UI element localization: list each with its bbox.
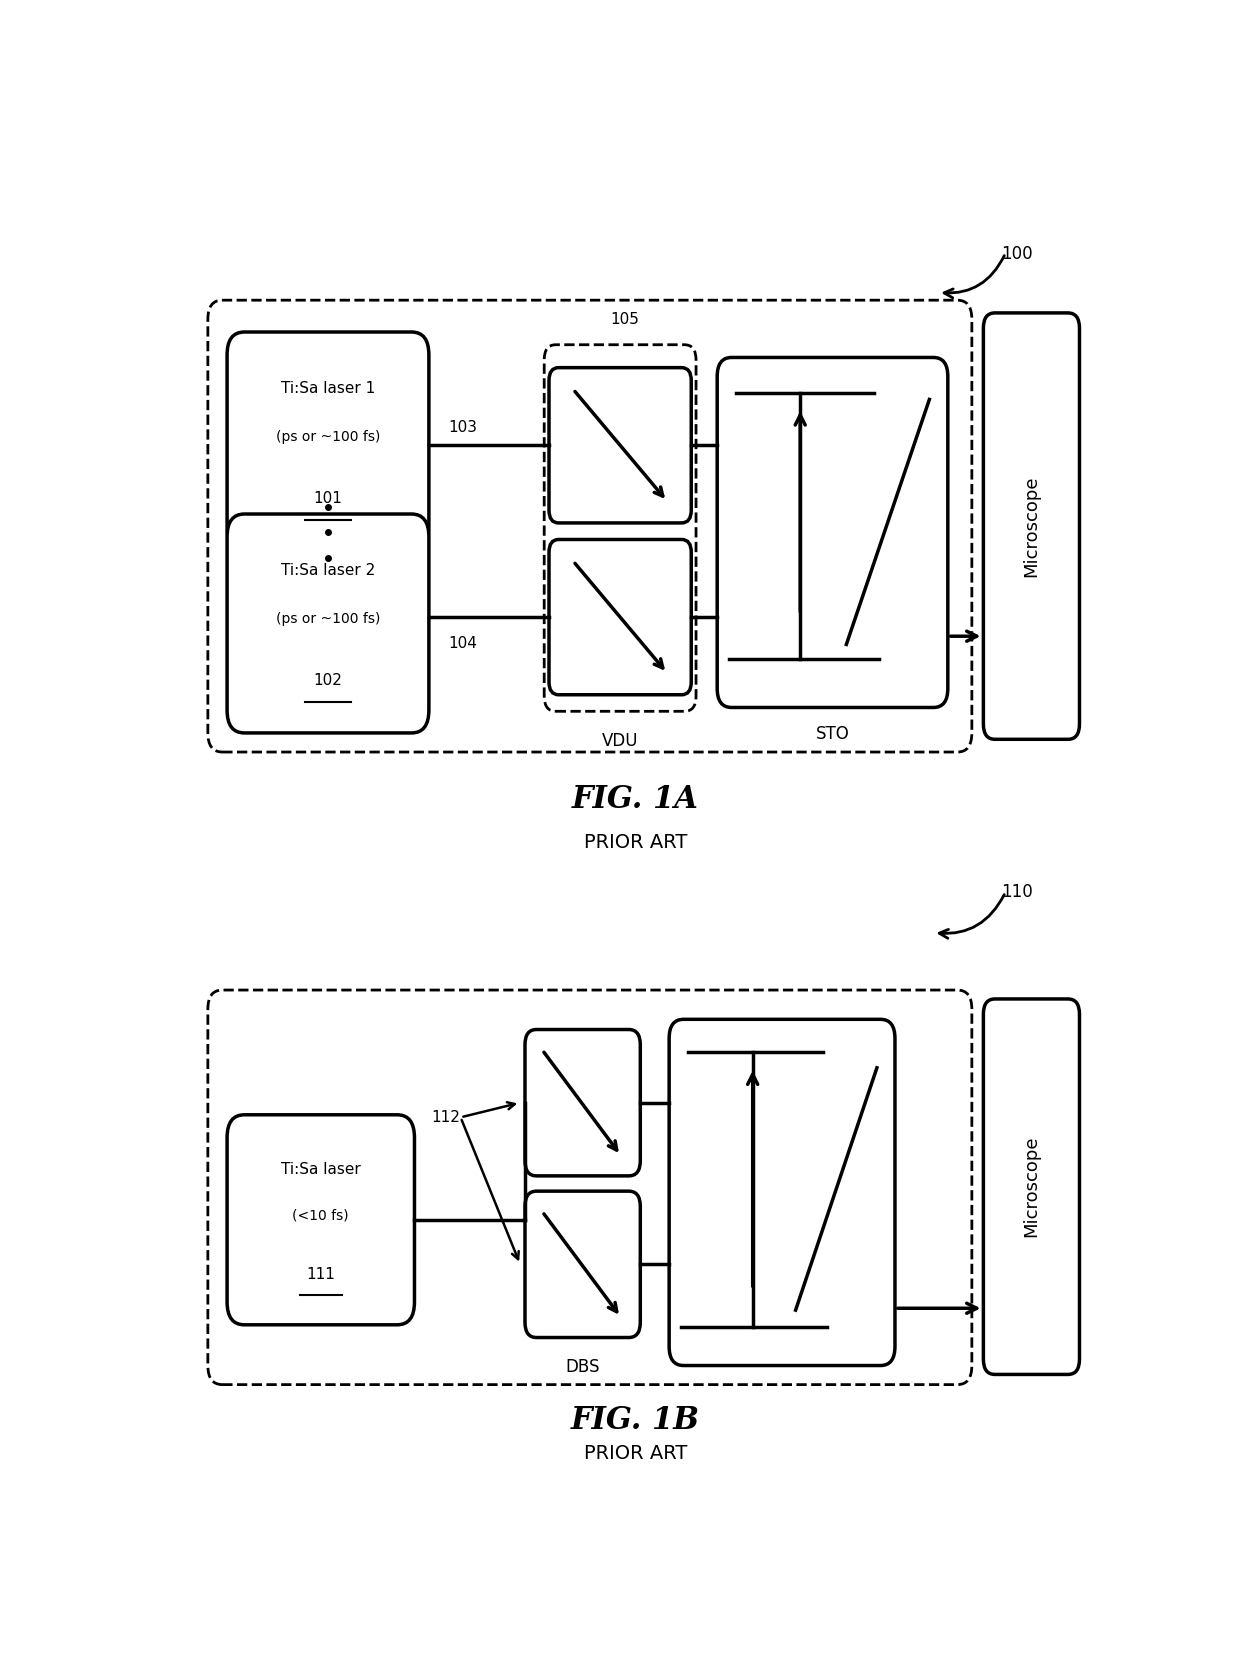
Text: 102: 102 [314,673,342,688]
Text: (ps or ~100 fs): (ps or ~100 fs) [275,612,381,626]
Text: FIG. 1B: FIG. 1B [570,1405,701,1436]
FancyBboxPatch shape [983,312,1080,739]
FancyBboxPatch shape [544,345,696,711]
FancyBboxPatch shape [670,1020,895,1365]
FancyBboxPatch shape [208,990,972,1385]
Text: Microscope: Microscope [1023,1136,1040,1238]
FancyBboxPatch shape [227,514,429,732]
Text: (<10 fs): (<10 fs) [293,1208,350,1223]
Text: Ti:Sa laser 1: Ti:Sa laser 1 [280,382,376,397]
Text: 105: 105 [610,312,640,327]
Text: STO: STO [816,726,849,744]
Text: PRIOR ART: PRIOR ART [584,833,687,851]
Text: 112: 112 [432,1109,460,1124]
Text: PRIOR ART: PRIOR ART [584,1443,687,1463]
FancyBboxPatch shape [983,998,1080,1374]
Text: FIG. 1A: FIG. 1A [572,784,699,815]
Text: 111: 111 [306,1266,335,1281]
Text: 103: 103 [448,420,477,435]
FancyBboxPatch shape [208,301,972,752]
FancyBboxPatch shape [227,332,429,550]
FancyBboxPatch shape [525,1030,640,1175]
FancyBboxPatch shape [525,1192,640,1337]
Text: 110: 110 [1001,883,1033,901]
Text: 100: 100 [1001,245,1033,263]
Text: (ps or ~100 fs): (ps or ~100 fs) [275,430,381,445]
Text: Ti:Sa laser: Ti:Sa laser [281,1162,361,1177]
Text: 104: 104 [448,636,477,651]
Text: Ti:Sa laser 2: Ti:Sa laser 2 [280,564,376,579]
FancyBboxPatch shape [549,539,691,694]
Text: Microscope: Microscope [1023,476,1040,577]
FancyBboxPatch shape [717,357,947,707]
FancyBboxPatch shape [549,367,691,522]
FancyBboxPatch shape [227,1114,414,1324]
Text: 101: 101 [314,491,342,506]
Text: VDU: VDU [601,732,639,750]
Text: DBS: DBS [565,1357,600,1375]
